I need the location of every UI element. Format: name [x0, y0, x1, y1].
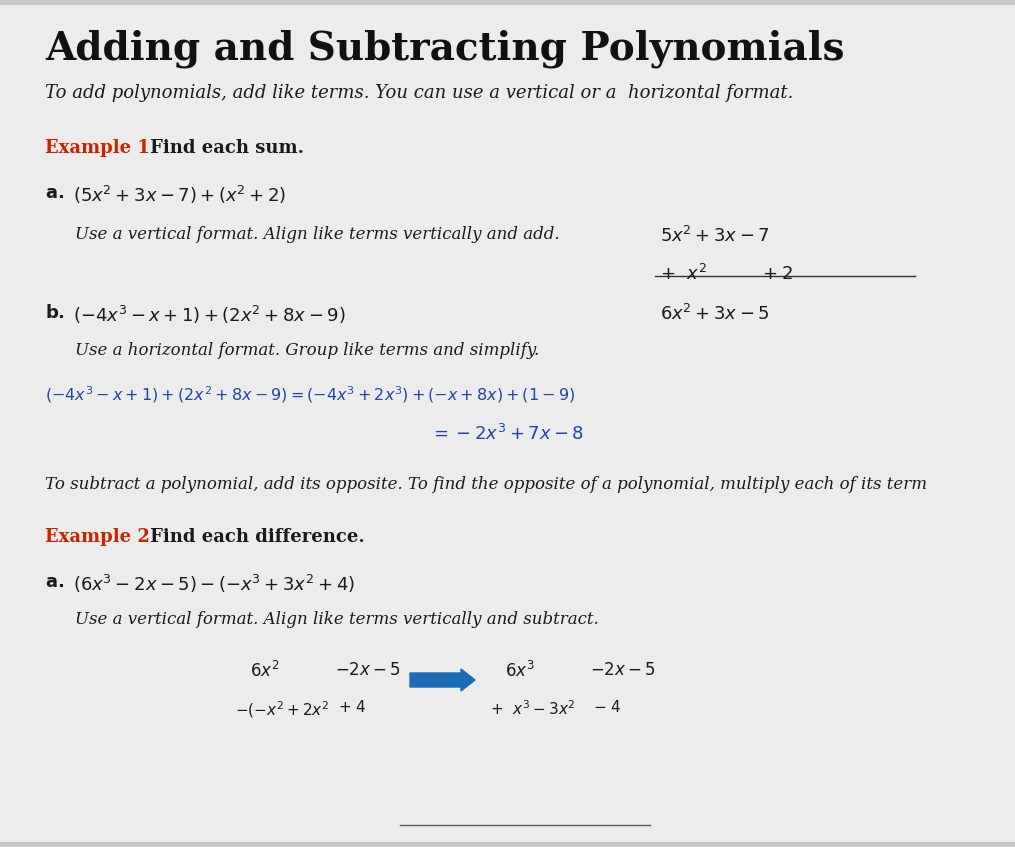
Text: $-\ 4$: $-\ 4$: [593, 699, 621, 715]
Text: $(-4x^3 - x + 1) + (2x^2 + 8x - 9)$: $(-4x^3 - x + 1) + (2x^2 + 8x - 9)$: [73, 304, 346, 326]
Text: Use a vertical format. Align like terms vertically and add.: Use a vertical format. Align like terms …: [75, 226, 559, 243]
Text: $5x^2 + 3x - 7$: $5x^2 + 3x - 7$: [660, 226, 769, 246]
Text: $+\ 4$: $+\ 4$: [338, 699, 366, 715]
FancyArrow shape: [410, 669, 475, 691]
Text: Example 2: Example 2: [45, 528, 150, 546]
Text: $-2x - 5$: $-2x - 5$: [590, 661, 656, 679]
Text: $6x^2$: $6x^2$: [250, 661, 279, 681]
Text: Use a vertical format. Align like terms vertically and subtract.: Use a vertical format. Align like terms …: [75, 611, 599, 628]
Text: Use a horizontal format. Group like terms and simplify.: Use a horizontal format. Group like term…: [75, 342, 539, 359]
Text: $-(-x^2 + 2x^2$: $-(-x^2 + 2x^2$: [235, 699, 329, 720]
Text: To subtract a polynomial, add its opposite. To find the opposite of a polynomial: To subtract a polynomial, add its opposi…: [45, 476, 927, 493]
Text: Find each sum.: Find each sum.: [150, 139, 304, 157]
Text: $6x^2 + 3x - 5$: $6x^2 + 3x - 5$: [660, 304, 769, 324]
Text: $\mathbf{a.}$: $\mathbf{a.}$: [45, 573, 64, 591]
Text: Example 1: Example 1: [45, 139, 150, 157]
Text: $= -2x^3 + 7x - 8$: $= -2x^3 + 7x - 8$: [430, 424, 584, 444]
Text: $\mathbf{b.}$: $\mathbf{b.}$: [45, 304, 65, 322]
Text: $(-4x^3 - x + 1) + (2x^2 + 8x - 9) = (-4x^3 + 2x^3) + (-x + 8x) + (1 - 9)$: $(-4x^3 - x + 1) + (2x^2 + 8x - 9) = (-4…: [45, 384, 576, 405]
Text: Find each difference.: Find each difference.: [150, 528, 364, 546]
Text: $+\ \ x^3 - 3x^2$: $+\ \ x^3 - 3x^2$: [490, 699, 576, 717]
Text: Adding and Subtracting Polynomials: Adding and Subtracting Polynomials: [45, 29, 844, 68]
Text: $6x^3$: $6x^3$: [505, 661, 535, 681]
Text: $\mathbf{a.}$: $\mathbf{a.}$: [45, 184, 64, 202]
Text: $(5x^2 + 3x - 7) + (x^2 + 2)$: $(5x^2 + 3x - 7) + (x^2 + 2)$: [73, 184, 286, 206]
Text: $-2x - 5$: $-2x - 5$: [335, 661, 401, 679]
Text: To add polynomials, add like terms. You can use a vertical or a  horizontal form: To add polynomials, add like terms. You …: [45, 84, 794, 102]
Text: $(6x^3 - 2x - 5) - (-x^3 + 3x^2 + 4)$: $(6x^3 - 2x - 5) - (-x^3 + 3x^2 + 4)$: [73, 573, 355, 595]
Text: $+\ \ x^2\qquad\quad +2$: $+\ \ x^2\qquad\quad +2$: [660, 264, 793, 284]
